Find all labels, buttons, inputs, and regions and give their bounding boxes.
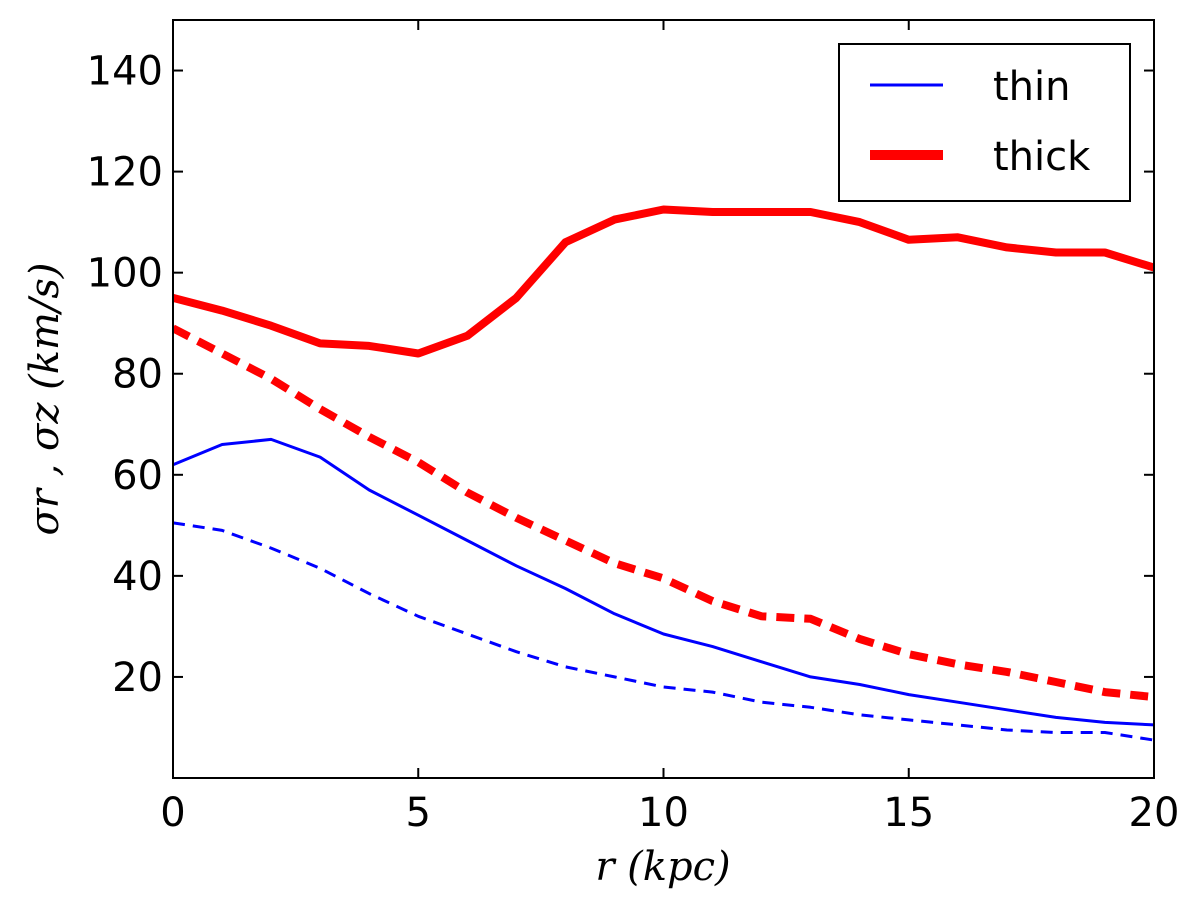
y-tick-label: 120 (87, 150, 163, 196)
y-tick-label: 80 (112, 352, 163, 398)
y-tick-label: 100 (87, 251, 163, 297)
x-tick-label: 20 (1129, 790, 1180, 836)
y-axis-label: σr , σz (km/s) (22, 262, 68, 535)
x-tick-label: 0 (160, 790, 185, 836)
x-axis: 0 5 10 15 20 (160, 20, 1179, 836)
y-tick-label: 20 (112, 655, 163, 701)
y-tick-label: 140 (87, 49, 163, 95)
x-tick-label: 5 (406, 790, 431, 836)
series-line-thick-sigma-r (173, 205, 1154, 358)
series-line-thin-sigma-z (173, 521, 1154, 742)
series-line-thin-sigma-r (173, 437, 1154, 727)
legend: thin thick (838, 43, 1131, 202)
legend-box (838, 43, 1131, 202)
x-tick-label: 10 (638, 790, 689, 836)
legend-thick-label: thick (993, 134, 1091, 180)
x-axis-label: r (kpc) (595, 844, 730, 890)
y-tick-label: 40 (112, 554, 163, 600)
series-line-thick-sigma-z (173, 324, 1154, 702)
y-axis: 20 40 60 80 100 120 140 (87, 49, 1154, 701)
legend-thin-label: thin (993, 64, 1071, 110)
x-tick-label: 15 (883, 790, 934, 836)
y-tick-label: 60 (112, 453, 163, 499)
series-layer (173, 205, 1154, 742)
